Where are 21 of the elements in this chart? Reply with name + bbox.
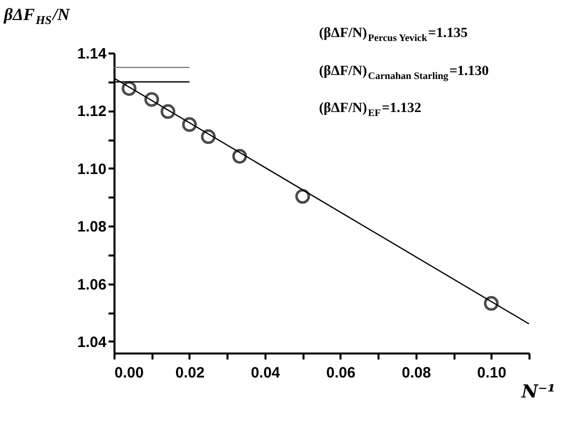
point	[232, 148, 248, 164]
x-tick-label: 0.02	[175, 364, 205, 382]
x-tick-label: 0.08	[402, 364, 431, 382]
point	[122, 81, 136, 96]
x-tick-label: 0.10	[477, 364, 506, 382]
point	[484, 296, 499, 311]
y-tick-label: 1.10	[77, 160, 106, 178]
y-tick-label: 1.14	[77, 46, 108, 62]
x-tick-label: 0.06	[326, 364, 356, 382]
point	[200, 129, 216, 144]
x-axis-title: N⁻¹	[520, 382, 556, 402]
point	[295, 189, 310, 204]
y-tick-label: 1.06	[77, 276, 106, 294]
y-tick-label: 1.12	[77, 103, 106, 120]
y-tick-label: 1.04	[77, 334, 108, 351]
x-tick-label: 0.04	[250, 364, 281, 382]
x-tick-label: 0.00	[114, 364, 144, 382]
point	[160, 104, 176, 119]
point	[182, 117, 197, 132]
point	[144, 92, 160, 107]
y-tick-label: 1.08	[77, 218, 106, 236]
